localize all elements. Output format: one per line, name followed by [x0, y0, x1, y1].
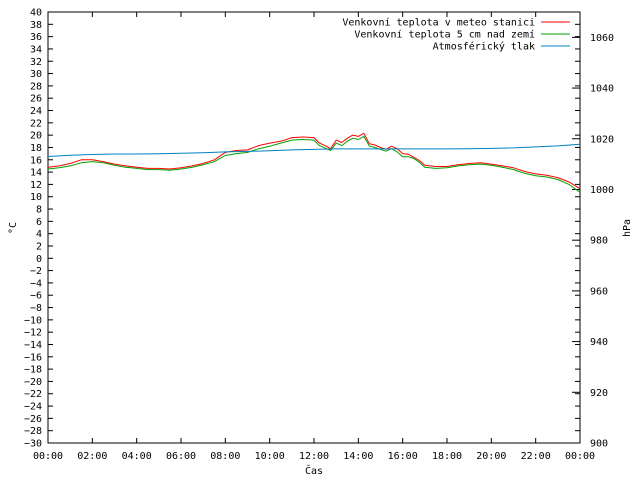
- y2-tick-label: 940: [590, 337, 608, 348]
- x-tick-label: 08:00: [210, 451, 240, 462]
- y2-tick-label: 1020: [590, 134, 614, 145]
- x-tick-label: 04:00: [122, 451, 152, 462]
- y-tick-label: 8: [36, 205, 42, 216]
- x-tick-label: 10:00: [255, 451, 285, 462]
- y2-axis-ticks: 900 920 940 960 980 1000 1020 1040 1060: [572, 33, 614, 450]
- y-tick-label: 32: [30, 57, 42, 68]
- series-line-2: [47, 143, 581, 157]
- y-tick-label: 36: [30, 32, 42, 43]
- y2-tick-label: 1000: [590, 185, 614, 196]
- y-tick-label: −24: [24, 402, 42, 413]
- y-tick-label: −28: [24, 426, 42, 437]
- x-tick-label: 22:00: [521, 451, 551, 462]
- x-tick-label: 20:00: [476, 451, 506, 462]
- legend: Venkovní teplota v meteo staniciVenkovní…: [342, 17, 570, 53]
- y-tick-label: 18: [30, 143, 42, 154]
- x-axis-label: Čas: [305, 464, 323, 477]
- y-tick-label: −14: [24, 340, 42, 351]
- y2-axis-label: hPa: [622, 219, 633, 237]
- y-tick-label: 4: [36, 229, 42, 240]
- y-axis-ticks: −30−28−26−24−22−20−18−16−14−12−10−8−6−4−…: [24, 8, 580, 450]
- y-tick-label: 20: [30, 131, 42, 142]
- y2-tick-label: 1040: [590, 84, 614, 95]
- y2-tick-label: 900: [590, 439, 608, 450]
- y-tick-label: 22: [30, 118, 42, 129]
- y2-tick-label: 960: [590, 286, 608, 297]
- y2-tick-label: 920: [590, 388, 608, 399]
- x-tick-label: 00:00: [33, 451, 63, 462]
- y-tick-label: −26: [24, 414, 42, 425]
- legend-label-1: Venkovní teplota 5 cm nad zemí: [354, 29, 535, 41]
- y2-tick-label: 1060: [590, 33, 614, 44]
- y-tick-label: −2: [30, 266, 42, 277]
- y-tick-label: −8: [30, 303, 42, 314]
- x-tick-label: 12:00: [299, 451, 329, 462]
- y-tick-label: −16: [24, 352, 42, 363]
- y-tick-label: 34: [30, 44, 42, 55]
- y-tick-label: 0: [36, 254, 42, 265]
- series-lines: [47, 132, 581, 193]
- y-tick-label: −30: [24, 439, 42, 450]
- y-tick-label: 16: [30, 155, 42, 166]
- y-tick-label: 40: [30, 8, 42, 19]
- x-tick-label: 02:00: [77, 451, 107, 462]
- legend-label-2: Atmosférický tlak: [433, 41, 535, 53]
- x-tick-label: 16:00: [388, 451, 418, 462]
- legend-label-0: Venkovní teplota v meteo stanici: [342, 17, 535, 29]
- y-tick-label: −12: [24, 328, 42, 339]
- series-line-0: [47, 132, 581, 190]
- y-tick-label: 30: [30, 69, 42, 80]
- y-axis-label: °C: [8, 222, 19, 234]
- series-line-1: [47, 135, 581, 193]
- y-tick-label: −22: [24, 389, 42, 400]
- y-tick-label: 6: [36, 217, 42, 228]
- y-tick-label: −4: [30, 278, 42, 289]
- y-tick-label: 14: [30, 168, 42, 179]
- x-axis-ticks: 00:00 02:00 04:00 06:00 08:00 10:00 12:00 14:00…: [33, 12, 595, 462]
- y-tick-label: 28: [30, 81, 42, 92]
- y-tick-label: −20: [24, 377, 42, 388]
- y-tick-label: 38: [30, 20, 42, 31]
- y-tick-label: 26: [30, 94, 42, 105]
- x-tick-label: 18:00: [432, 451, 462, 462]
- y-tick-label: 10: [30, 192, 42, 203]
- y-tick-label: 12: [30, 180, 42, 191]
- y-tick-label: 24: [30, 106, 42, 117]
- x-tick-label: 00:00: [565, 451, 595, 462]
- y-tick-label: −10: [24, 315, 42, 326]
- y-tick-label: 2: [36, 241, 42, 252]
- y2-tick-label: 980: [590, 236, 608, 247]
- y-tick-label: −18: [24, 365, 42, 376]
- x-tick-label: 06:00: [166, 451, 196, 462]
- x-tick-label: 14:00: [343, 451, 373, 462]
- y-tick-label: −6: [30, 291, 42, 302]
